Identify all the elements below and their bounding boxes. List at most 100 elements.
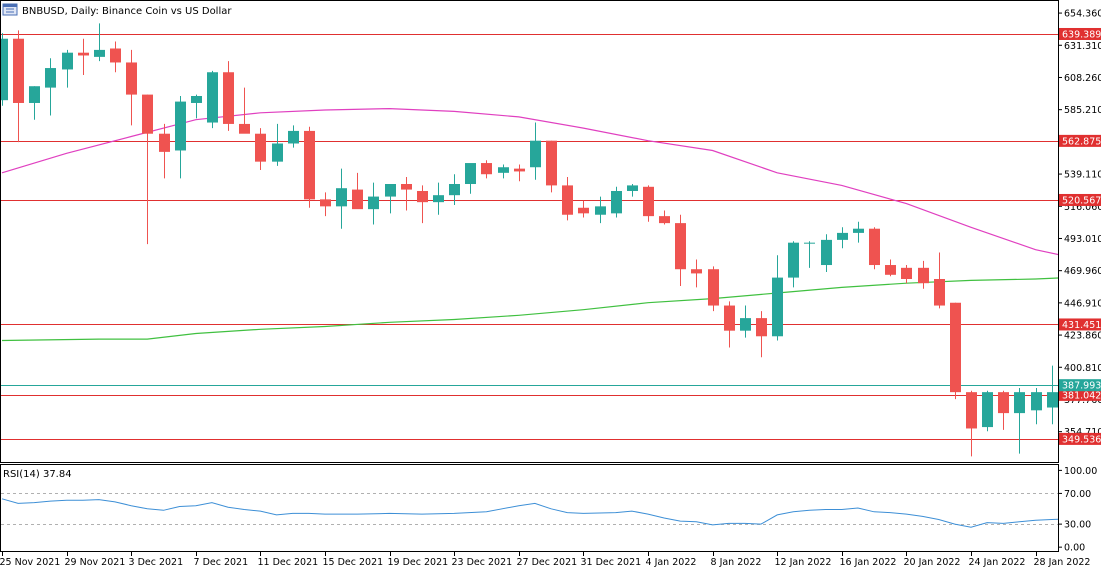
- candle-body: [595, 206, 606, 215]
- candle: [950, 302, 961, 400]
- candle-body: [1, 38, 8, 101]
- candle: [885, 259, 896, 277]
- level-price-tags: 639.389 562.875 520.567 431.451 381.042 349.5…: [1059, 27, 1101, 445]
- price-tick-label: 400.810: [1064, 363, 1101, 374]
- price-tick-label: 585.210: [1064, 105, 1101, 116]
- price-tick-label: 539.110: [1064, 170, 1101, 181]
- candle-body: [29, 86, 40, 103]
- time-tick-label: 16 Jan 2022: [840, 557, 897, 568]
- candle-body: [78, 52, 89, 56]
- candle: [272, 123, 283, 166]
- candle-body: [1014, 392, 1025, 414]
- level-tag-bg: [1059, 388, 1101, 401]
- candle: [966, 390, 977, 457]
- candle: [837, 227, 848, 249]
- candle-body: [998, 392, 1009, 414]
- candle-body: [223, 72, 234, 124]
- candle-body: [272, 143, 283, 162]
- candle-body: [772, 277, 783, 337]
- price-tick-label: 493.010: [1064, 234, 1101, 245]
- candle-body: [1047, 392, 1058, 408]
- time-axis: 25 Nov 2021 29 Nov 2021 3 Dec 2021 7 Dec 20…: [0, 552, 1090, 568]
- price-tick-label: 423.860: [1064, 331, 1101, 342]
- candle: [918, 260, 929, 289]
- candle: [901, 265, 912, 284]
- candle: [126, 49, 137, 126]
- candle-body: [368, 196, 379, 210]
- candle: [627, 184, 638, 197]
- candle: [288, 125, 299, 148]
- candle: [1047, 365, 1058, 425]
- candle: [13, 30, 24, 143]
- candle: [530, 122, 541, 180]
- level-tag: 520.567: [1062, 195, 1101, 206]
- candle: [934, 252, 945, 309]
- candle-body: [159, 133, 170, 152]
- candle-body: [804, 242, 815, 244]
- current-price-tag: 387.993: [1062, 381, 1101, 392]
- candle: [239, 87, 250, 134]
- candle-body: [691, 269, 702, 274]
- time-tick-label: 31 Dec 2021: [581, 557, 642, 568]
- candle-body: [94, 49, 105, 57]
- level-tag-bg: [1059, 193, 1101, 206]
- candle-body: [62, 52, 73, 70]
- candle-body: [288, 130, 299, 144]
- candle: [401, 177, 412, 211]
- candle: [207, 70, 218, 129]
- candle: [45, 58, 56, 116]
- candlestick-series: [1, 23, 1058, 457]
- candle-body: [546, 140, 557, 186]
- candle-body: [837, 232, 848, 240]
- candle: [368, 182, 379, 225]
- candle: [223, 61, 234, 131]
- time-tick-label: 7 Dec 2021: [194, 557, 249, 568]
- candle: [62, 49, 73, 88]
- candle: [175, 95, 186, 179]
- candle-body: [1031, 392, 1042, 411]
- candle: [724, 301, 735, 348]
- candle-body: [239, 123, 250, 134]
- candle: [433, 182, 444, 215]
- candle-body: [934, 278, 945, 306]
- candle: [191, 94, 202, 119]
- level-tag-bg: [1059, 432, 1101, 445]
- candle-body: [255, 133, 266, 162]
- level-tag: 639.389: [1062, 29, 1101, 40]
- candle: [159, 123, 170, 179]
- rsi-tick-label: 0.00: [1064, 543, 1085, 554]
- candle-body: [110, 48, 121, 63]
- candle: [659, 210, 670, 225]
- candle-body: [417, 190, 428, 203]
- candle: [1014, 387, 1025, 454]
- candle: [449, 174, 460, 205]
- candle-body: [465, 163, 476, 185]
- candle: [29, 86, 40, 120]
- candle: [708, 266, 719, 312]
- candle: [982, 390, 993, 432]
- candle-body: [13, 38, 24, 103]
- time-tick-label: 23 Dec 2021: [452, 557, 513, 568]
- time-tick-label: 11 Dec 2021: [258, 557, 319, 568]
- candle-body: [821, 239, 832, 266]
- candle: [304, 126, 315, 208]
- rsi-indicator: 100.00 70.00 30.00 0.00: [1, 466, 1097, 554]
- candle: [1031, 387, 1042, 425]
- price-tick-label: 446.910: [1064, 298, 1101, 309]
- candle: [465, 163, 476, 194]
- candle-body: [498, 167, 509, 173]
- candle-body: [175, 101, 186, 151]
- price-tick-label: 469.960: [1064, 266, 1101, 277]
- candle-body: [885, 265, 896, 275]
- candle: [255, 128, 266, 171]
- time-tick-label: 29 Nov 2021: [65, 557, 126, 568]
- candle-body: [627, 185, 638, 191]
- support-resistance-levels: [1, 34, 1058, 440]
- time-tick-label: 4 Jan 2022: [646, 557, 697, 568]
- candle-body: [352, 189, 363, 210]
- time-tick-label: 24 Jan 2022: [969, 557, 1026, 568]
- rsi-tick-label: 30.00: [1064, 520, 1091, 531]
- candle-body: [449, 184, 460, 196]
- candle: [756, 311, 767, 358]
